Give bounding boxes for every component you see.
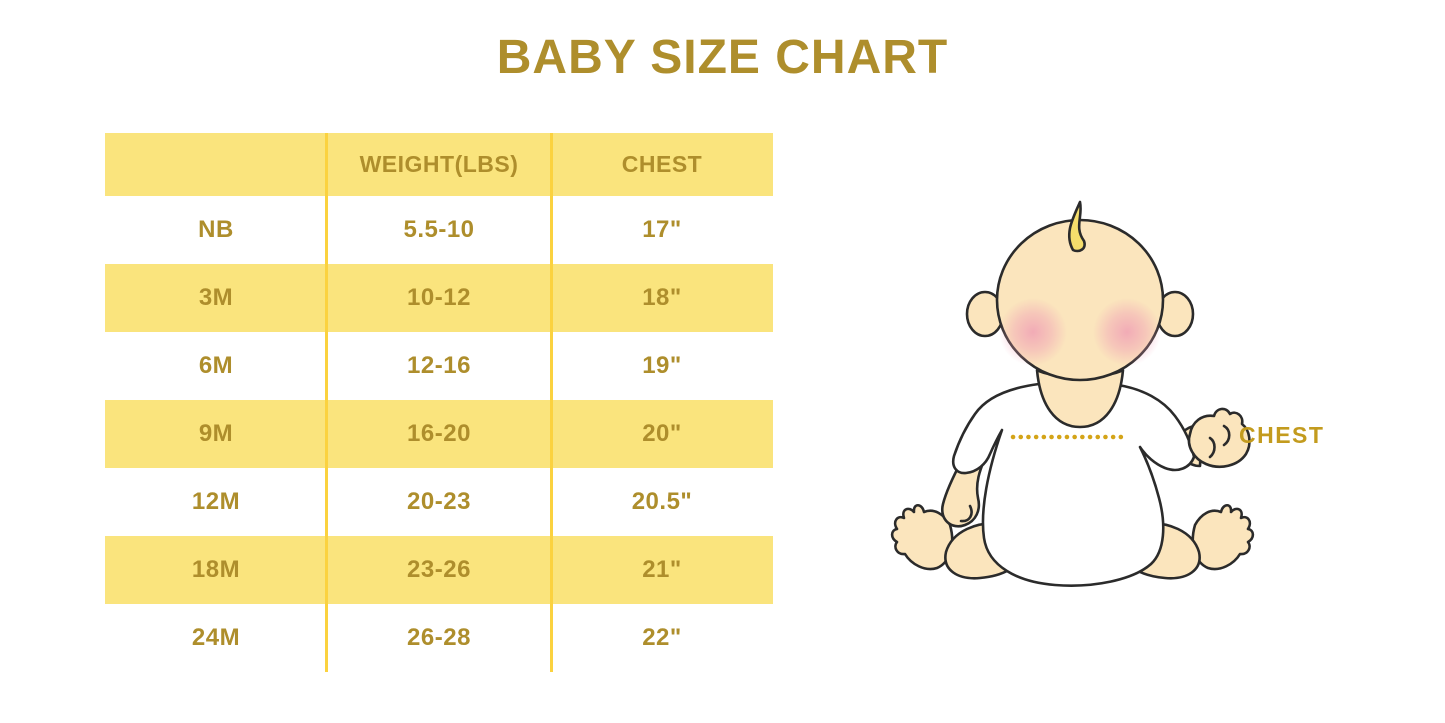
weight-cell: 26-28 bbox=[407, 624, 471, 651]
size-cell: NB bbox=[198, 216, 234, 243]
chest-cell: 17" bbox=[642, 216, 682, 243]
baby-blush-left bbox=[999, 298, 1067, 366]
baby-right-fist bbox=[1187, 407, 1251, 468]
table-row: 18M 23-26 21" bbox=[105, 536, 773, 604]
baby-fist-knuckle bbox=[1222, 424, 1231, 447]
size-cell: 24M bbox=[191, 624, 241, 651]
size-cell: 6M bbox=[198, 352, 234, 379]
size-cell: 12M bbox=[191, 488, 241, 515]
table-row: 24M 26-28 22" bbox=[105, 604, 773, 672]
weight-cell: 12-16 bbox=[407, 352, 471, 379]
page-title: BABY SIZE CHART bbox=[496, 31, 949, 84]
table-header-row: WEIGHT(LBS) CHEST bbox=[105, 133, 773, 196]
table-row: 3M 10-12 18" bbox=[105, 264, 773, 332]
chest-cell: 20" bbox=[642, 420, 682, 447]
header-weight: WEIGHT(LBS) bbox=[359, 151, 519, 177]
size-cell: 3M bbox=[198, 284, 234, 311]
header-chest: CHEST bbox=[621, 151, 703, 177]
weight-cell: 20-23 bbox=[407, 488, 471, 515]
size-cell: 9M bbox=[198, 420, 234, 447]
column-divider bbox=[325, 133, 328, 672]
baby-blush-right bbox=[1093, 298, 1161, 366]
baby-left-hand-curl bbox=[959, 504, 973, 523]
baby-left-foot bbox=[890, 503, 954, 571]
baby-illustration bbox=[880, 180, 1340, 610]
weight-cell: 16-20 bbox=[407, 420, 471, 447]
baby-hair-tuft bbox=[1068, 200, 1086, 253]
weight-cell: 10-12 bbox=[407, 284, 471, 311]
size-cell: 18M bbox=[191, 556, 241, 583]
table-row: 12M 20-23 20.5" bbox=[105, 468, 773, 536]
weight-cell: 5.5-10 bbox=[403, 216, 475, 243]
weight-cell: 23-26 bbox=[407, 556, 471, 583]
chest-cell: 19" bbox=[642, 352, 682, 379]
column-divider bbox=[550, 133, 553, 672]
chest-cell: 21" bbox=[642, 556, 682, 583]
table-row: NB 5.5-10 17" bbox=[105, 196, 773, 264]
baby-onesie bbox=[951, 382, 1196, 587]
table-row: 6M 12-16 19" bbox=[105, 332, 773, 400]
size-chart-table: WEIGHT(LBS) CHEST NB 5.5-10 17" 3M 10-12… bbox=[105, 133, 773, 672]
baby-figure-svg bbox=[890, 200, 1255, 587]
table-row: 9M 16-20 20" bbox=[105, 400, 773, 468]
chest-label: CHEST bbox=[1239, 422, 1325, 448]
baby-right-foot bbox=[1191, 503, 1255, 571]
chest-cell: 20.5" bbox=[631, 488, 693, 515]
chest-cell: 22" bbox=[642, 624, 682, 651]
baby-left-arm bbox=[940, 456, 987, 528]
baby-fist-knuckle bbox=[1208, 436, 1216, 459]
chest-cell: 18" bbox=[642, 284, 682, 311]
